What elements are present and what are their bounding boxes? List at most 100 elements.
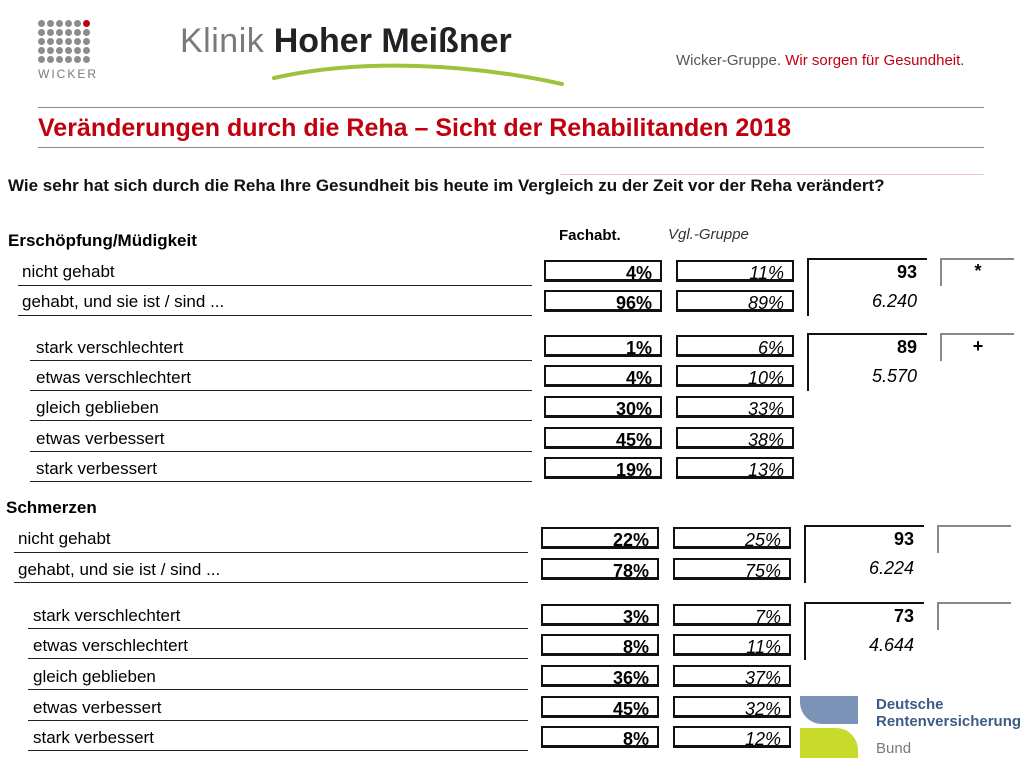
slogan-grey: Wicker-Gruppe. (676, 52, 782, 69)
row-line (30, 451, 532, 452)
clinic-swoosh-icon (272, 63, 564, 86)
row-line (30, 360, 532, 361)
section-title-schmerzen: Schmerzen (6, 498, 97, 517)
sample-size-value: 73 (893, 606, 914, 626)
wicker-dots-icon (38, 20, 96, 63)
sample-size-comparison: 5.570 (871, 366, 917, 386)
row-label: etwas verbessert (33, 698, 162, 717)
row-label: gleich geblieben (36, 398, 159, 417)
sample-size-box: 73 4.644 (804, 602, 924, 660)
sample-size-comparison: 6.240 (871, 291, 917, 311)
fach-value: 4% (544, 260, 662, 283)
fach-value: 4% (544, 365, 662, 388)
drv-logo: Deutsche Rentenversicherung Bund (800, 696, 1024, 762)
vgl-value: 38% (676, 427, 794, 450)
row-line (28, 750, 528, 751)
row-line (18, 285, 532, 286)
drv-logo-line1: Deutsche (876, 696, 944, 713)
fach-value: 1% (544, 335, 662, 358)
wicker-logo-text: WICKER (38, 67, 98, 81)
row-label: stark verschlechtert (33, 606, 181, 625)
fach-value: 30% (544, 396, 662, 419)
drv-logo-green-shape (800, 728, 858, 758)
row-label: gleich geblieben (33, 667, 156, 686)
row-label: stark verschlechtert (36, 338, 184, 357)
divider-title (38, 147, 984, 148)
drv-logo-blue-shape (800, 696, 858, 724)
row-line (30, 481, 532, 482)
vgl-value: 11% (676, 260, 794, 283)
significance-marker: * (974, 261, 982, 281)
vgl-value: 10% (676, 365, 794, 388)
row-line (30, 390, 532, 391)
significance-box (937, 525, 1011, 553)
vgl-value: 6% (676, 335, 794, 358)
vgl-value: 89% (676, 290, 794, 313)
fach-value: 19% (544, 457, 662, 480)
sample-size-value: 93 (896, 262, 917, 282)
significance-box: * (940, 258, 1014, 286)
row-label: nicht gehabt (22, 262, 115, 281)
vgl-value: 11% (673, 634, 791, 657)
significance-marker: + (972, 336, 984, 356)
slogan: Wicker-Gruppe. Wir sorgen für Gesundheit… (676, 52, 964, 69)
fach-value: 36% (541, 665, 659, 688)
survey-question: Wie sehr hat sich durch die Reha Ihre Ge… (8, 176, 885, 195)
clinic-logo-bold: Hoher Meißner (273, 22, 512, 60)
column-header-fachabt: Fachabt. (559, 227, 621, 244)
fach-value: 78% (541, 558, 659, 581)
page-title: Veränderungen durch die Reha – Sicht der… (38, 114, 791, 142)
row-label: etwas verschlechtert (33, 636, 188, 655)
fach-value: 22% (541, 527, 659, 550)
vgl-value: 12% (673, 726, 791, 749)
sample-size-value: 89 (896, 337, 917, 357)
row-line (28, 658, 528, 659)
sample-size-box: 93 6.240 (807, 258, 927, 316)
sample-size-value: 93 (893, 529, 914, 549)
row-label: gehabt, und sie ist / sind ... (18, 560, 221, 579)
wicker-logo: WICKER (38, 20, 96, 90)
fach-value: 8% (541, 726, 659, 749)
significance-box: + (940, 333, 1014, 361)
fach-value: 96% (544, 290, 662, 313)
sample-size-comparison: 6.224 (868, 558, 914, 578)
sample-size-box: 93 6.224 (804, 525, 924, 583)
row-line (14, 582, 528, 583)
section-title-erschoepfung: Erschöpfung/Müdigkeit (8, 231, 197, 250)
clinic-logo: Klinik Hoher Meißner (180, 22, 512, 61)
vgl-value: 75% (673, 558, 791, 581)
fach-value: 45% (541, 696, 659, 719)
row-label: nicht gehabt (18, 529, 111, 548)
sample-size-comparison: 4.644 (868, 635, 914, 655)
fach-value: 8% (541, 634, 659, 657)
vgl-value: 33% (676, 396, 794, 419)
vgl-value: 7% (673, 604, 791, 627)
clinic-logo-light: Klinik (180, 22, 265, 60)
row-line (28, 689, 528, 690)
row-line (18, 315, 532, 316)
slogan-red: Wir sorgen für Gesundheit. (785, 52, 965, 69)
row-label: etwas verbessert (36, 429, 165, 448)
row-line (14, 552, 528, 553)
row-label: stark verbessert (33, 728, 154, 747)
row-label: gehabt, und sie ist / sind ... (22, 292, 225, 311)
vgl-value: 25% (673, 527, 791, 550)
row-line (30, 420, 532, 421)
row-line (28, 628, 528, 629)
divider-top (38, 107, 984, 108)
column-header-vgl: Vgl.-Gruppe (668, 226, 749, 243)
fach-value: 3% (541, 604, 659, 627)
vgl-value: 13% (676, 457, 794, 480)
vgl-value: 32% (673, 696, 791, 719)
sample-size-box: 89 5.570 (807, 333, 927, 391)
row-label: stark verbessert (36, 459, 157, 478)
vgl-value: 37% (673, 665, 791, 688)
row-label: etwas verschlechtert (36, 368, 191, 387)
row-line (28, 720, 528, 721)
drv-logo-text: Deutsche Rentenversicherung (876, 696, 1021, 730)
drv-logo-bund: Bund (876, 740, 912, 757)
significance-box (937, 602, 1011, 630)
divider-light (560, 174, 984, 175)
drv-logo-line2: Rentenversicherung (876, 713, 1022, 730)
fach-value: 45% (544, 427, 662, 450)
